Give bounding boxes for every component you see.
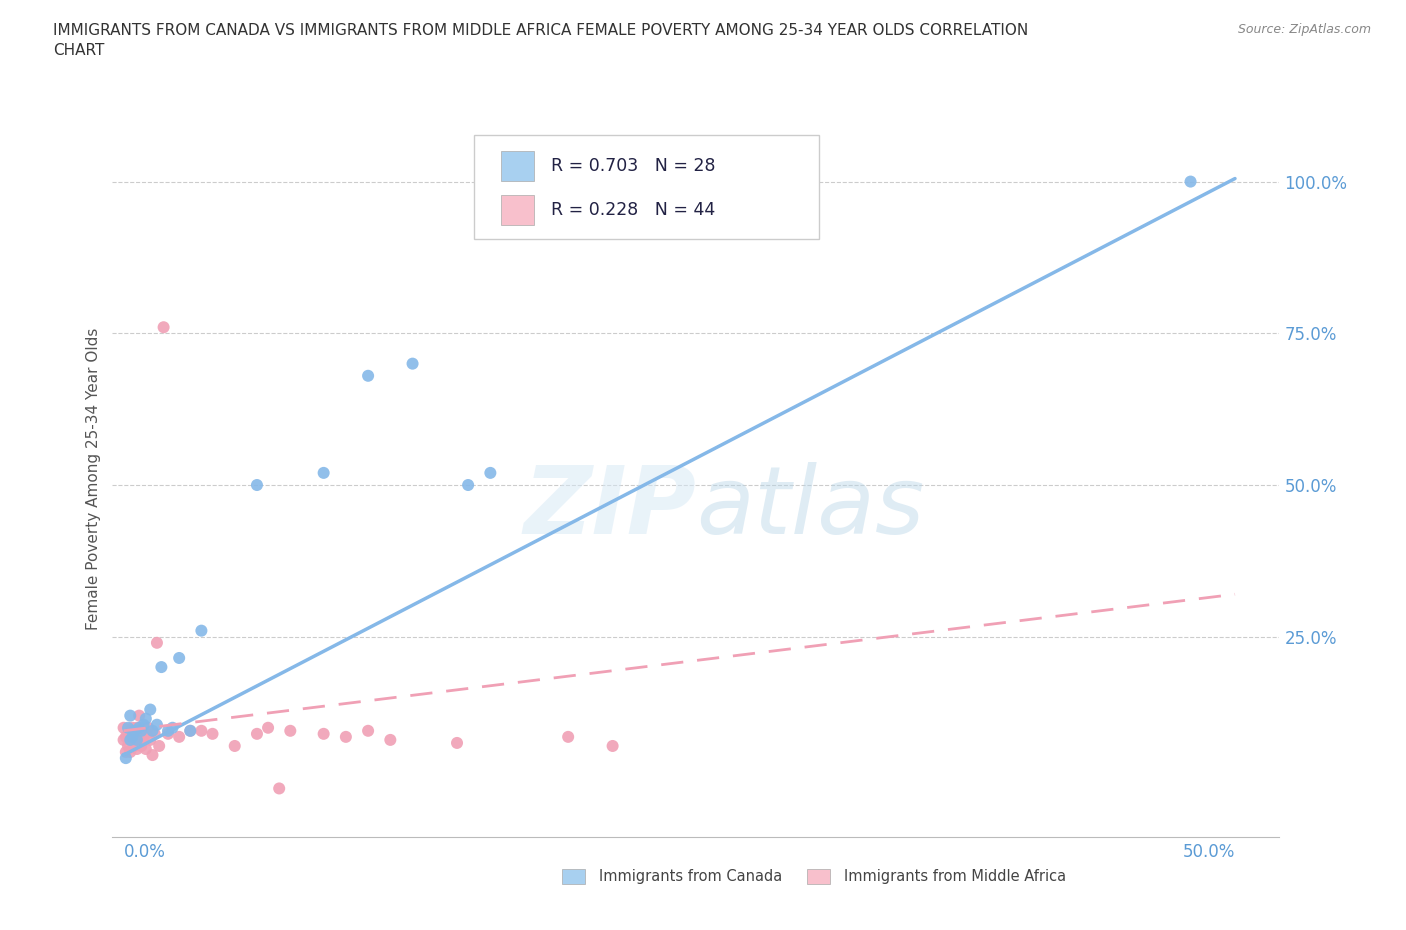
Point [157, 726, 180, 741]
Point [380, 733, 402, 748]
Point [557, 729, 579, 744]
Point [125, 721, 148, 736]
Point [121, 736, 143, 751]
Point [124, 724, 146, 738]
Point [446, 736, 468, 751]
Point [179, 724, 201, 738]
Point [112, 721, 135, 736]
Text: R = 0.228   N = 44: R = 0.228 N = 44 [551, 202, 716, 219]
Point [312, 726, 335, 741]
Point [128, 708, 150, 723]
Point [152, 320, 174, 335]
Text: Source: ZipAtlas.com: Source: ZipAtlas.com [1237, 23, 1371, 36]
Point [257, 721, 280, 736]
Point [312, 465, 335, 480]
Point [602, 738, 624, 753]
Point [201, 726, 224, 741]
Text: Immigrants from Middle Africa: Immigrants from Middle Africa [844, 869, 1066, 883]
Point [246, 478, 269, 493]
Point [167, 729, 190, 744]
Point [190, 724, 212, 738]
Point [124, 726, 146, 741]
Point [120, 745, 142, 760]
Point [141, 724, 163, 738]
Text: 50.0%: 50.0% [1182, 844, 1234, 861]
Point [132, 729, 155, 744]
FancyBboxPatch shape [474, 135, 818, 239]
Point [124, 738, 146, 753]
Point [269, 781, 291, 796]
Bar [501, 151, 534, 181]
Point [141, 748, 163, 763]
Bar [807, 869, 830, 884]
Point [224, 738, 246, 753]
Point [148, 738, 170, 753]
Point [112, 733, 135, 748]
Point [132, 717, 155, 732]
Text: IMMIGRANTS FROM CANADA VS IMMIGRANTS FROM MIDDLE AFRICA FEMALE POVERTY AMONG 25-: IMMIGRANTS FROM CANADA VS IMMIGRANTS FRO… [53, 23, 1029, 58]
Point [357, 724, 380, 738]
Point [246, 726, 269, 741]
Point [190, 623, 212, 638]
Point [278, 724, 301, 738]
Point [357, 368, 380, 383]
Point [117, 738, 139, 753]
Point [179, 724, 201, 738]
Point [125, 741, 148, 756]
Point [150, 659, 173, 674]
Point [146, 717, 169, 732]
Point [135, 726, 157, 741]
Point [401, 356, 423, 371]
Bar [562, 869, 585, 884]
Point [135, 741, 157, 756]
Point [335, 729, 357, 744]
Point [1180, 174, 1202, 189]
Point [143, 726, 166, 741]
Point [114, 751, 136, 765]
Point [139, 733, 162, 748]
Bar [501, 195, 534, 225]
Point [120, 708, 142, 723]
Y-axis label: Female Poverty Among 25-34 Year Olds: Female Poverty Among 25-34 Year Olds [86, 327, 101, 631]
Point [457, 478, 479, 493]
Text: ZIP: ZIP [523, 461, 696, 553]
Text: Immigrants from Canada: Immigrants from Canada [599, 869, 782, 883]
Point [128, 733, 150, 748]
Point [157, 724, 180, 738]
Point [162, 721, 184, 736]
Point [146, 635, 169, 650]
Point [131, 724, 153, 738]
Point [491, 186, 513, 201]
Point [136, 721, 159, 736]
Point [479, 465, 502, 480]
Point [120, 724, 142, 738]
Point [131, 738, 153, 753]
Point [121, 729, 143, 744]
Text: R = 0.703   N = 28: R = 0.703 N = 28 [551, 157, 716, 175]
Text: atlas: atlas [696, 462, 924, 553]
Point [125, 733, 148, 748]
Point [131, 724, 153, 738]
Text: 0.0%: 0.0% [124, 844, 166, 861]
Point [139, 702, 162, 717]
Point [117, 721, 139, 736]
Point [114, 745, 136, 760]
Point [167, 651, 190, 666]
Point [128, 721, 150, 736]
Point [135, 711, 157, 726]
Point [121, 721, 143, 736]
Point [114, 729, 136, 744]
Point [120, 733, 142, 748]
